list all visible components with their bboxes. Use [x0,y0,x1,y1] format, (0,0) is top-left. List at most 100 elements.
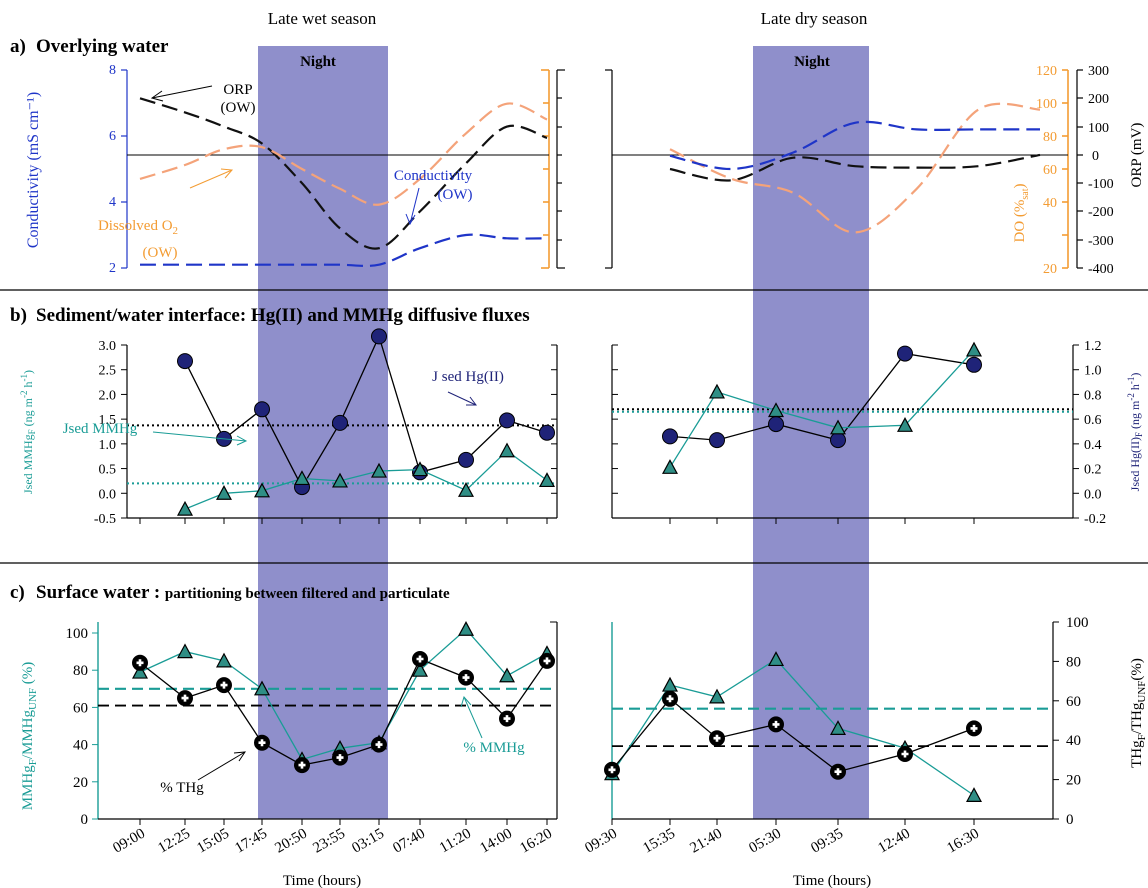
panel-c-dry-mmhg-point [661,676,679,692]
panel-b-title: Sediment/water interface: Hg(II) and MMH… [36,305,530,326]
x-tick-label-dry: 05:30 [746,826,784,857]
panel-b-wet-mmhg-point [176,500,194,516]
panel-b-left-tick-label: 2.5 [99,364,117,379]
panel-b-wet-hg-point [177,353,193,370]
panel-c-dry-mmhg-point [965,787,983,802]
panel-a-orp-tick: -300 [1088,234,1114,249]
panel-b-data [127,328,1073,516]
panel-a-orp-tick: 200 [1088,92,1109,107]
x-tick-label-wet: 11:20 [437,826,474,857]
panel-c-right-tick-label: 0 [1066,812,1074,828]
panel-b-right-tick-label: 0.4 [1084,438,1102,453]
panel-a-wet-black-bracket [556,69,565,269]
annotation-pct-mmhg-arrow [463,696,483,739]
panel-c-wet-mmhg-point [176,643,194,659]
annotation-pct-mmhg-arrowhead [460,695,472,708]
panel-b-left-tick-label: 1.5 [99,413,117,428]
panel-a-curve-wet-2 [140,233,548,267]
panel-b-left-tick-label: -0.5 [94,512,116,527]
panel-a-cond-tick: 8 [109,63,116,78]
panel-c-wet-mmhg-point [131,663,149,679]
x-tick-label-dry: 09:30 [582,826,620,857]
annotation-jsed-hg: J sed Hg(II) [432,369,504,385]
panel-b-wet-mmhg-point [370,462,388,478]
panel-c-left-tick-label: 60 [73,700,88,716]
column-title-dry: Late dry season [761,9,868,28]
annotation-do-line1: Dissolved O2 [98,218,178,237]
x-tick-label-dry: 16:30 [944,826,982,857]
panel-c-left-tick-label: 20 [73,775,88,791]
panel-b-dry-hg-point [768,416,784,433]
panel-c-wet-mmhg-point [253,680,271,696]
panel-c-right-tick-label: 40 [1066,733,1081,749]
panel-b-left-tick-label: 1.0 [99,438,117,453]
panel-b-dry-hg-point [709,432,725,449]
panel-b-wet-hg-point [332,414,348,431]
panel-c-wet-thg-point-cross [136,659,144,667]
annotation-orp-arrowhead [150,90,164,102]
panel-c-dry-thg-point-cross [772,720,780,728]
panel-c-wet-thg-point-cross [336,754,344,762]
panel-a-conductivity-axis [121,69,128,269]
annotation-orp-arrow [151,85,213,99]
x-tick-label-wet: 16:20 [517,826,555,857]
panel-c-right-tick-label: 20 [1066,773,1081,789]
panel-a-orp-tick: -400 [1088,262,1114,277]
panel-b-wet-mmhg-point [538,472,556,488]
panel-c-wet-thg-point-cross [258,739,266,747]
panel-a-do-tick: 20 [1043,262,1057,277]
panel-a-cond-tick: 4 [109,195,116,210]
panel-a-curves [139,97,1041,267]
panel-a-orp-tick: 0 [1092,149,1099,164]
panel-a-orp-tick: -200 [1088,205,1114,220]
panel-b-left-tick-label: 2.0 [99,388,117,403]
panel-b-right-tick-label: 0.8 [1084,388,1102,403]
column-title-wet: Late wet season [268,9,377,28]
annotation-pct-thg: % THg [160,780,204,796]
panel-a-letter: a) [10,36,26,57]
panel-b-left-tick-label: 3.0 [99,339,117,354]
panel-c-wet-thg-point-cross [416,655,424,663]
panel-c-dry-thg-point-cross [970,724,978,732]
panel-a-do-tick: 40 [1043,196,1057,211]
panel-a-do-axis-label: DO (%sat) [1012,183,1031,242]
panel-a-orp-tick: 100 [1088,121,1109,136]
annotation-pct-mmhg: % MMHg [463,740,525,756]
x-tick-label-dry: 12:40 [875,826,913,857]
panel-b-wet-hg-point [254,401,270,418]
panel-b-wet-mmhg-line [184,449,548,510]
annotation-jsed-hg-arrowhead [466,396,477,406]
annotation-jsed-mmhg-arrow [152,431,247,442]
panel-a-dry-left-axis [605,69,613,269]
panel-a-curve-dry-0 [669,153,1041,182]
panel-b-wet-mmhg-point [498,442,516,458]
panel-c-left-tick-label: 100 [66,626,89,642]
annotation-pct-thg-arrow [197,751,246,781]
panel-c-wet-thg-point-cross [543,657,551,665]
x-tick-label-wet: 12:25 [155,826,193,857]
panel-b-wet-mmhg-point [253,482,271,498]
x-tick-label-wet: 20:50 [272,826,310,857]
panel-c-right-axis-label: THgF/THgUNF(%) [1129,658,1148,768]
panel-c-wet-mmhg-point [498,667,516,683]
x-tick-label-wet: 15:05 [194,826,232,857]
panel-b-dry-hg-point [966,356,982,373]
annotation-cond-line2: (OW) [438,187,473,203]
panel-c-dry-thg-point-cross [834,768,842,776]
panel-a-orp-tick: 300 [1088,64,1109,79]
x-axis-title-dry: Time (hours) [793,873,871,888]
panel-a-do-tick: 80 [1043,130,1057,145]
panel-b-wet-mmhg-point [293,470,311,486]
panel-b-dry-hg-point [830,432,846,449]
panel-b-wet-mmhg-point [411,461,429,477]
panel-b-wet-hg-line [184,334,548,489]
panel-a-cond-tick: 6 [109,129,116,144]
panel-b-axes: -0.5 0.0 0.5 1.0 1.5 2.0 2.5 3.0 -0.2 0.0 0.2 0.4 0.… [94,339,1106,527]
panel-b-right-axis-label: Jsed Hg(II)F (ng m-2 h-1) [1126,373,1144,492]
panel-b-wet-hg-point [539,424,555,441]
x-tick-label-dry: 09:35 [808,826,846,857]
x-tick-label-wet: 09:00 [110,826,148,857]
panel-c-right-tick-label: 100 [1066,615,1089,631]
panel-c-wet-mmhg-point [411,661,429,677]
x-tick-label-dry: 21:40 [687,826,725,857]
